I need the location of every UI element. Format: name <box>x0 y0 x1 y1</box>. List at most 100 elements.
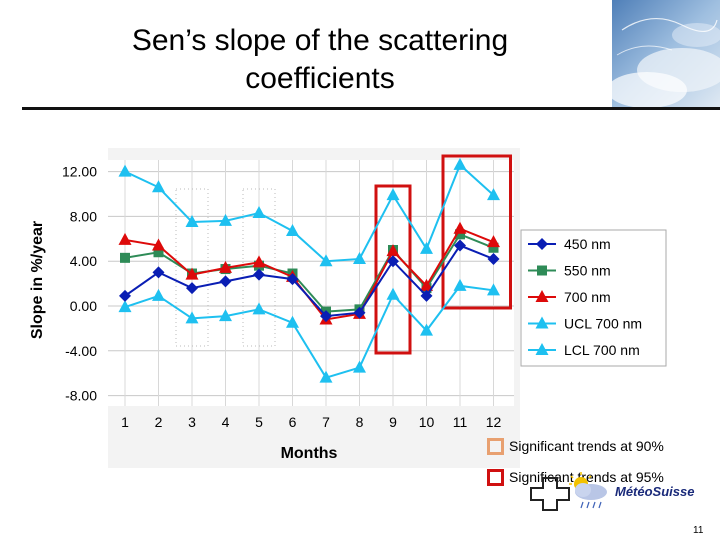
data-point-diamond <box>420 289 433 302</box>
data-point-triangle <box>319 370 333 383</box>
data-point-triangle <box>286 223 299 236</box>
sig90-box <box>175 188 209 347</box>
data-point-triangle <box>487 188 500 201</box>
x-tick-label: 6 <box>289 414 297 430</box>
legend-label: LCL 700 nm <box>564 342 640 358</box>
legend-label: UCL 700 nm <box>564 316 642 332</box>
sig95-swatch <box>487 468 504 486</box>
sig90-box <box>242 188 276 347</box>
series-lcl-700-nm <box>118 278 500 383</box>
meteosuisse-logo: MétéoSuisse <box>527 470 707 516</box>
data-point-diamond <box>536 238 548 250</box>
title-line-1: Sen’s slope of the scattering <box>131 24 509 57</box>
series-line <box>124 284 494 379</box>
data-point-diamond <box>119 289 131 302</box>
data-point-triangle <box>219 213 232 226</box>
legend-label: 450 nm <box>564 236 611 252</box>
data-point-triangle <box>535 290 549 302</box>
legend-entry: LCL 700 nm <box>528 342 640 358</box>
data-point-square <box>488 242 499 253</box>
x-tick-label: 5 <box>255 414 263 430</box>
data-point-triangle <box>353 251 366 264</box>
x-tick-label: 11 <box>453 414 468 430</box>
data-point-triangle <box>252 255 266 268</box>
data-point-diamond <box>186 282 198 295</box>
legend-entry: 700 nm <box>528 289 611 305</box>
data-point-diamond <box>152 266 165 279</box>
legend-label: 550 nm <box>564 263 611 279</box>
data-point-square <box>120 252 130 263</box>
data-point-triangle <box>118 232 132 245</box>
y-tick-label: -4.00 <box>65 343 97 359</box>
legend-label: 700 nm <box>564 289 611 305</box>
data-point-triangle <box>386 188 400 201</box>
data-point-triangle <box>185 311 199 324</box>
y-tick-label: 0.00 <box>70 298 97 314</box>
sig90-label: Significant trends at 90% <box>509 438 664 454</box>
x-tick-label: 4 <box>222 414 230 430</box>
data-point-square <box>537 265 547 276</box>
page-number: 11 <box>693 525 704 536</box>
data-point-triangle <box>386 244 400 257</box>
data-point-diamond <box>487 252 500 265</box>
sig90-swatch <box>487 437 504 455</box>
y-axis-title: Slope in %/year <box>29 221 46 339</box>
data-point-triangle <box>353 360 366 373</box>
data-point-triangle <box>118 300 132 313</box>
data-point-diamond <box>353 306 366 319</box>
legend: 450 nm 550 nm 700 nm UCL 700 nm LCL 700 nm <box>520 229 667 367</box>
legend-entry: 550 nm <box>528 263 611 279</box>
data-point-triangle <box>319 254 333 267</box>
data-point-square <box>455 229 465 240</box>
significance-note-95: Significant trends at 95% <box>487 466 664 488</box>
data-point-triangle <box>420 323 433 336</box>
data-point-triangle <box>535 316 549 329</box>
data-point-triangle <box>185 215 199 227</box>
y-tick-labels: 12.00 8.00 4.00 0.00 -4.00 -8.00 <box>62 164 97 404</box>
data-point-triangle <box>420 241 433 254</box>
title-divider <box>22 107 720 110</box>
series-ucl-700-nm <box>118 157 500 267</box>
x-tick-label: 1 <box>121 414 129 430</box>
data-point-triangle <box>535 343 549 355</box>
x-axis-title: Months <box>281 445 338 462</box>
x-tick-label: 10 <box>419 414 435 430</box>
data-point-triangle <box>152 238 165 251</box>
data-point-triangle <box>252 302 266 315</box>
data-point-triangle <box>420 278 433 291</box>
logo-text: MétéoSuisse <box>615 484 695 499</box>
swiss-cross-sun-cloud-icon <box>530 472 607 511</box>
x-tick-label: 9 <box>389 414 397 430</box>
sky-photo <box>612 0 720 107</box>
data-point-triangle <box>453 157 467 170</box>
data-point-triangle <box>487 283 500 296</box>
x-tick-label: 12 <box>486 414 502 430</box>
series-450-nm <box>119 239 500 323</box>
data-point-diamond <box>454 239 466 252</box>
data-point-triangle <box>453 221 467 234</box>
data-point-diamond <box>219 275 232 288</box>
legend-entry: UCL 700 nm <box>528 316 642 332</box>
data-point-triangle <box>386 287 400 300</box>
data-point-triangle <box>487 235 500 248</box>
data-point-diamond <box>320 310 332 323</box>
data-series <box>118 157 500 383</box>
legend-entry: 450 nm <box>528 236 611 252</box>
data-point-triangle <box>219 309 232 322</box>
data-point-triangle <box>453 278 467 291</box>
data-point-triangle <box>152 288 165 301</box>
y-tick-label: -8.00 <box>65 388 97 404</box>
y-tick-label: 12.00 <box>62 164 97 180</box>
series-line <box>124 244 494 318</box>
data-point-diamond <box>253 268 265 281</box>
slide-title: Sen’s slope of the scattering coefficien… <box>60 22 580 98</box>
data-point-triangle <box>118 164 132 177</box>
data-point-triangle <box>286 315 299 328</box>
x-tick-label: 7 <box>322 414 330 430</box>
sig95-box <box>441 154 512 310</box>
significance-note-90: Significant trends at 90% <box>487 435 664 457</box>
sig95-label: Significant trends at 95% <box>509 469 664 485</box>
y-tick-label: 8.00 <box>70 208 97 224</box>
x-tick-label: 8 <box>356 414 364 430</box>
